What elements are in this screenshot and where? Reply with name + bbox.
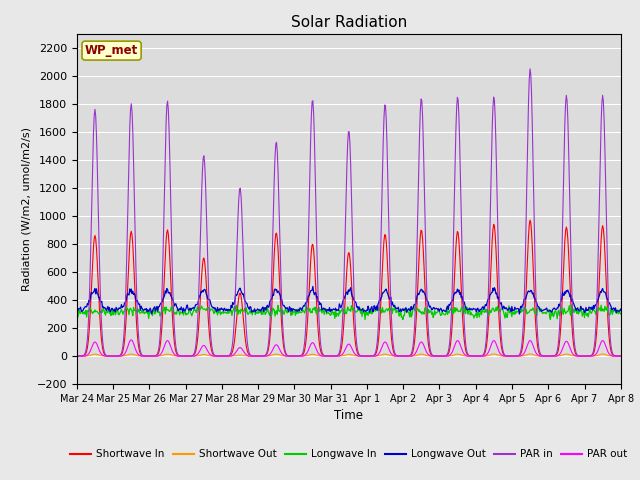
Longwave In bbox=[416, 307, 424, 313]
Longwave Out bbox=[516, 311, 524, 317]
Longwave Out bbox=[431, 306, 439, 312]
Longwave Out bbox=[223, 306, 230, 312]
PAR out bbox=[195, 350, 202, 356]
Longwave In bbox=[83, 314, 90, 320]
Shortwave In bbox=[223, 353, 230, 359]
Line: PAR in: PAR in bbox=[77, 69, 621, 356]
Shortwave In bbox=[83, 348, 90, 354]
Longwave Out bbox=[83, 304, 90, 310]
Shortwave Out bbox=[139, 353, 147, 359]
PAR out bbox=[223, 353, 231, 359]
PAR in bbox=[73, 353, 81, 359]
Text: WP_met: WP_met bbox=[85, 44, 138, 57]
X-axis label: Time: Time bbox=[334, 409, 364, 422]
PAR in bbox=[83, 343, 90, 349]
Shortwave Out bbox=[526, 351, 534, 357]
Shortwave In bbox=[617, 353, 625, 359]
PAR out bbox=[140, 353, 147, 359]
PAR out bbox=[83, 352, 90, 358]
Longwave In bbox=[617, 311, 625, 317]
Shortwave In bbox=[431, 353, 438, 359]
Title: Solar Radiation: Solar Radiation bbox=[291, 15, 407, 30]
PAR in bbox=[617, 353, 625, 359]
PAR in bbox=[415, 163, 422, 168]
Longwave In bbox=[194, 304, 202, 310]
Longwave Out bbox=[139, 306, 147, 312]
PAR out bbox=[73, 353, 81, 359]
Longwave In bbox=[139, 310, 147, 315]
Shortwave Out bbox=[73, 353, 81, 359]
PAR in bbox=[223, 353, 230, 359]
Longwave Out bbox=[617, 306, 625, 312]
Longwave Out bbox=[309, 284, 317, 289]
Shortwave Out bbox=[83, 353, 90, 359]
Legend: Shortwave In, Shortwave Out, Longwave In, Longwave Out, PAR in, PAR out: Shortwave In, Shortwave Out, Longwave In… bbox=[66, 445, 632, 464]
Y-axis label: Radiation (W/m2, umol/m2/s): Radiation (W/m2, umol/m2/s) bbox=[21, 127, 31, 291]
Line: Longwave In: Longwave In bbox=[77, 305, 621, 320]
Line: Shortwave Out: Shortwave Out bbox=[77, 354, 621, 356]
Longwave In bbox=[223, 311, 230, 316]
Shortwave Out bbox=[431, 353, 438, 359]
PAR out bbox=[617, 353, 625, 359]
Longwave Out bbox=[416, 289, 424, 295]
PAR in bbox=[526, 66, 534, 72]
Longwave Out bbox=[194, 301, 202, 307]
Longwave In bbox=[568, 302, 575, 308]
Longwave In bbox=[431, 312, 439, 317]
Shortwave Out bbox=[617, 353, 625, 359]
Shortwave In bbox=[139, 353, 147, 359]
Line: PAR out: PAR out bbox=[77, 340, 621, 356]
Shortwave In bbox=[415, 260, 422, 266]
PAR out bbox=[127, 337, 135, 343]
Longwave In bbox=[361, 317, 369, 323]
Line: Longwave Out: Longwave Out bbox=[77, 287, 621, 314]
Line: Shortwave In: Shortwave In bbox=[77, 220, 621, 356]
Longwave Out bbox=[73, 306, 81, 312]
Shortwave Out bbox=[415, 352, 422, 358]
PAR out bbox=[431, 353, 439, 359]
Shortwave In bbox=[526, 217, 534, 223]
Shortwave Out bbox=[223, 353, 230, 359]
PAR in bbox=[194, 313, 202, 319]
Shortwave Out bbox=[194, 353, 202, 359]
PAR in bbox=[139, 352, 147, 358]
PAR out bbox=[416, 341, 424, 347]
PAR in bbox=[431, 353, 438, 359]
Longwave In bbox=[73, 310, 81, 315]
Shortwave In bbox=[73, 353, 81, 359]
Shortwave In bbox=[194, 334, 202, 339]
